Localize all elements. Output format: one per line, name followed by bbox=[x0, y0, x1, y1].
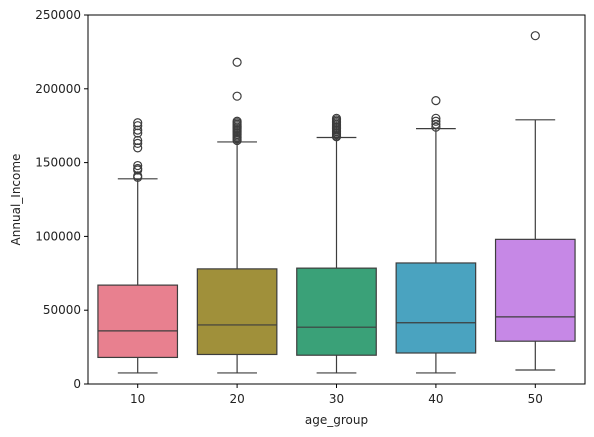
outlier-point bbox=[431, 122, 441, 132]
y-axis: 0 50000 100000 150000 200000 250000 bbox=[35, 8, 88, 391]
box-30 bbox=[296, 267, 377, 356]
outlier-point bbox=[431, 113, 441, 123]
outlier-point bbox=[133, 121, 143, 131]
outlier-point bbox=[133, 125, 143, 135]
outlier-point bbox=[133, 171, 143, 181]
x-tick-label: 50 bbox=[528, 392, 543, 406]
x-tick-label: 10 bbox=[130, 392, 145, 406]
y-tick-label: 0 bbox=[73, 377, 81, 391]
box-20 bbox=[196, 268, 278, 356]
y-tick-label: 100000 bbox=[35, 229, 81, 243]
outlier-point bbox=[133, 118, 143, 128]
outlier-point bbox=[133, 138, 143, 149]
marks-layer bbox=[97, 31, 576, 374]
outlier-point bbox=[232, 57, 242, 67]
box-group-30 bbox=[296, 113, 377, 374]
y-axis-label: Annual_Income bbox=[9, 154, 23, 246]
x-axis-label: age_group bbox=[305, 413, 368, 427]
outlier-point bbox=[133, 135, 143, 146]
outlier-point bbox=[431, 96, 441, 106]
outlier-point bbox=[331, 113, 342, 123]
box-group-50 bbox=[494, 31, 576, 371]
box-10 bbox=[97, 284, 179, 359]
outlier-point bbox=[431, 116, 441, 126]
box-50 bbox=[494, 238, 576, 342]
outlier-point bbox=[530, 31, 540, 41]
y-tick-label: 50000 bbox=[43, 303, 81, 317]
outlier-point bbox=[133, 128, 143, 138]
outlier-point bbox=[133, 163, 143, 174]
outlier-point bbox=[232, 91, 242, 101]
x-tick-label: 20 bbox=[229, 392, 244, 406]
x-tick-label: 40 bbox=[428, 392, 443, 406]
outlier-point bbox=[431, 119, 441, 129]
outlier-point bbox=[133, 143, 143, 153]
y-tick-label: 150000 bbox=[35, 156, 81, 170]
box-group-10 bbox=[97, 118, 179, 374]
box-group-40 bbox=[395, 96, 477, 374]
outlier-point bbox=[232, 116, 242, 126]
outlier-point bbox=[133, 160, 143, 171]
x-axis: 10 20 30 40 50 bbox=[130, 384, 543, 406]
y-tick-label: 250000 bbox=[35, 8, 81, 22]
box-40 bbox=[395, 262, 477, 354]
x-tick-label: 30 bbox=[329, 392, 344, 406]
box-group-20 bbox=[196, 57, 278, 374]
y-tick-label: 200000 bbox=[35, 82, 81, 96]
